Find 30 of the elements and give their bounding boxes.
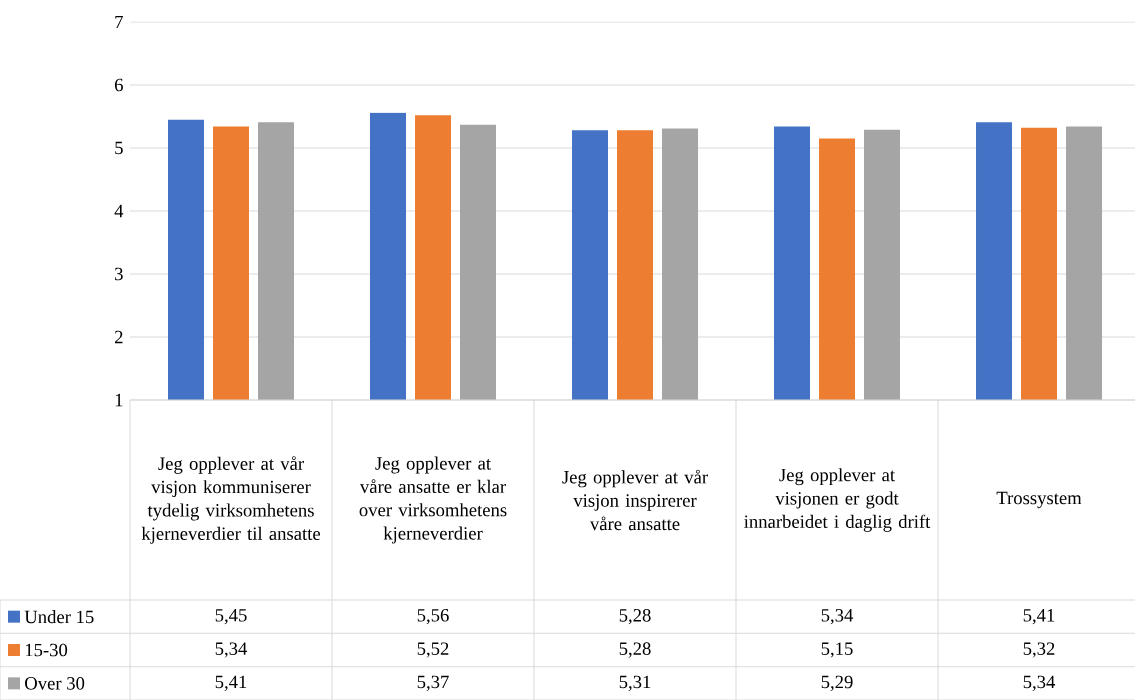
y-tick-label: 3 [115, 267, 123, 281]
data-label: 5,28 [619, 642, 651, 658]
data-label: 5,31 [619, 675, 651, 691]
data-label: 5,34 [821, 609, 854, 625]
y-tick-label: 1 [115, 393, 123, 407]
x-tick-label: Jeg opplever at visjonen er godt innarbeidet i daglig drift [744, 468, 931, 532]
data-label: 5,41 [215, 675, 247, 691]
legend-label: Under 15 [24, 610, 94, 624]
x-tick-label: Jeg opplever at vår visjon inspirerer våre ansatte [562, 469, 708, 531]
data-label: 5,29 [821, 675, 853, 691]
y-tick-label: 2 [115, 330, 123, 344]
data-label: 5,45 [215, 609, 247, 625]
y-tick-label: 5 [115, 141, 123, 155]
x-tick-label: Jeg opplever at vår visjon kommuniserer tydelig virksomhetens kjerneverdier til ansatte [141, 456, 321, 544]
data-label: 5,52 [417, 642, 449, 658]
x-tick-label: Jeg opplever at våre ansatte er klar over virksomhetens kjerneverdier [359, 456, 507, 544]
y-tick-label: 7 [115, 15, 123, 29]
legend-label: 15-30 [25, 643, 68, 657]
y-tick-label: 6 [114, 78, 123, 92]
data-label: 5,37 [417, 675, 449, 691]
data-label: 5,56 [417, 609, 449, 625]
legend-label: Over 30 [25, 677, 85, 690]
x-tick-label: Trossystem [996, 491, 1082, 509]
data-label: 5,41 [1023, 609, 1055, 625]
data-label: 5,28 [619, 609, 651, 625]
data-label: 5,34 [215, 642, 248, 658]
data-label: 5,34 [1023, 675, 1056, 691]
data-label: 5,15 [821, 642, 853, 658]
data-label: 5,32 [1023, 642, 1055, 658]
y-tick-label: 4 [114, 204, 124, 218]
